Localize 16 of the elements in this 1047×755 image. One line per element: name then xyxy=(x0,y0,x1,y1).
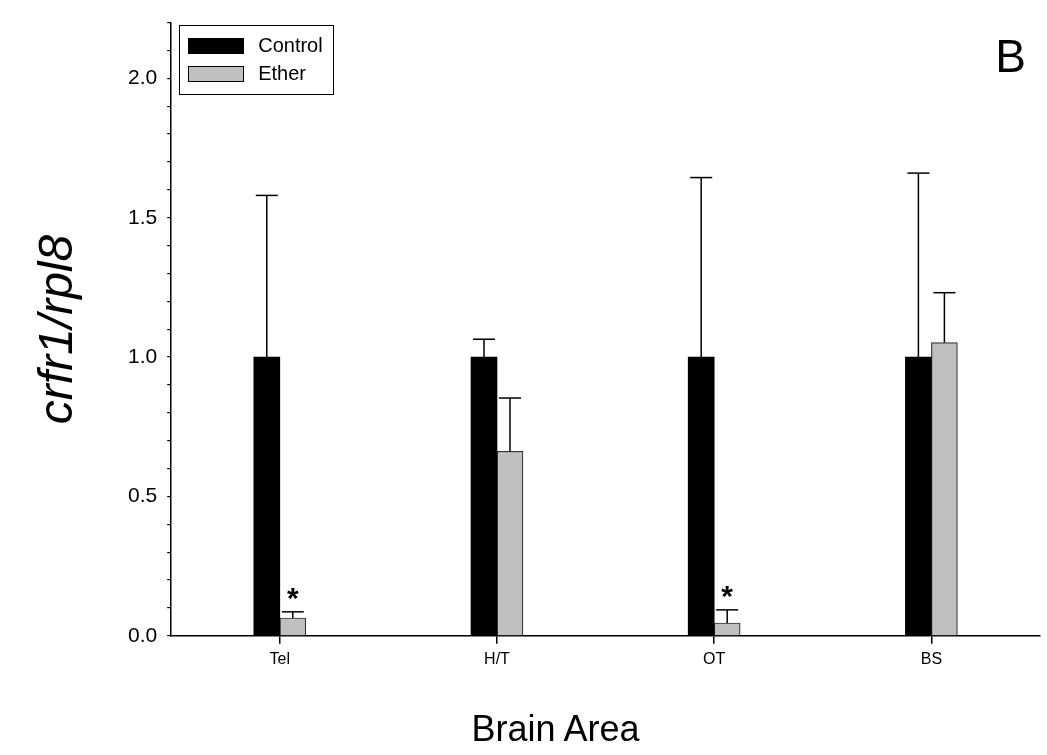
x-tick-label: H/T xyxy=(484,649,511,667)
legend-label: Control xyxy=(258,34,323,58)
y-axis-title: crfr1/rpl8 xyxy=(27,234,83,424)
x-tick-label: BS xyxy=(920,649,943,667)
x-tick-label: OT xyxy=(703,649,726,667)
annotation: * xyxy=(286,580,299,614)
y-tick-label: 1.0 xyxy=(127,343,158,367)
legend-label: Ether xyxy=(258,62,306,86)
y-tick-label: 1.5 xyxy=(127,204,158,228)
y-tick-label: 2.0 xyxy=(127,65,158,89)
annotation: B xyxy=(995,30,1026,83)
x-tick-label: Tel xyxy=(269,649,291,667)
x-axis-title: Brain Area xyxy=(471,708,640,750)
y-tick-label: 0.0 xyxy=(127,622,158,646)
annotation: * xyxy=(721,578,734,612)
y-tick-label: 0.5 xyxy=(127,483,158,507)
